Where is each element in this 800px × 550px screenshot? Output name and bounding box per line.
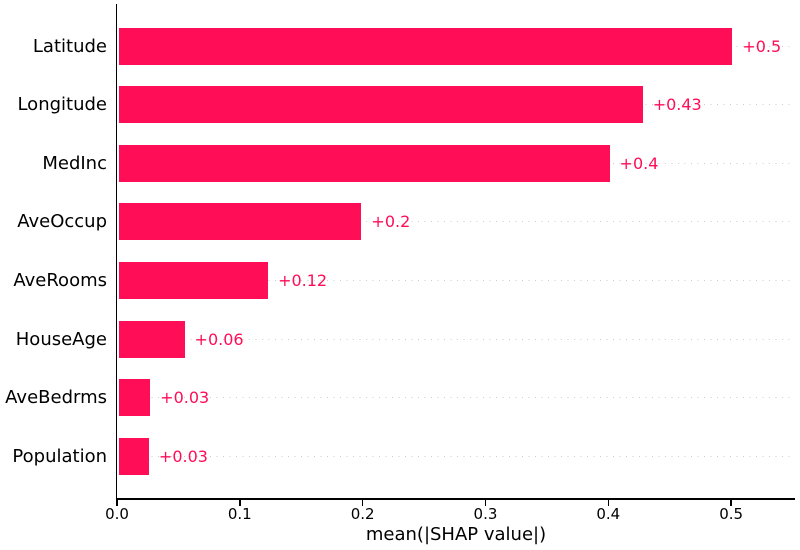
gridline <box>118 338 795 340</box>
bar-value-label: +0.43 <box>652 95 702 115</box>
bar-value-label: +0.4 <box>619 153 659 173</box>
bar <box>118 27 733 65</box>
bar-value-label: +0.03 <box>158 447 208 467</box>
gridline <box>118 221 795 223</box>
feature-label: HouseAge <box>15 328 107 350</box>
feature-label: AveOccup <box>17 211 107 233</box>
x-axis-title: mean(|SHAP value|) <box>365 524 547 545</box>
x-tick-label: 0.3 <box>473 505 498 523</box>
x-tick-mark <box>361 499 364 506</box>
gridline <box>118 456 795 458</box>
feature-label: MedInc <box>42 152 107 174</box>
x-tick-mark <box>484 499 487 506</box>
feature-label: Latitude <box>32 35 107 57</box>
bar-value-label: +0.06 <box>194 329 244 349</box>
feature-label: AveRooms <box>13 270 107 292</box>
feature-label: Longitude <box>17 94 107 116</box>
x-tick-label: 0.0 <box>105 505 129 523</box>
feature-label: Population <box>12 446 107 468</box>
bar-value-label: +0.12 <box>278 271 328 291</box>
gridline <box>118 280 795 282</box>
x-tick-label: 0.2 <box>350 505 375 523</box>
x-tick-label: 0.1 <box>227 505 252 523</box>
x-tick-mark <box>607 499 610 506</box>
bar <box>118 438 149 476</box>
y-axis-spine <box>115 4 117 500</box>
bar-value-label: +0.5 <box>742 36 782 56</box>
bar <box>118 144 610 182</box>
bar <box>118 86 643 124</box>
x-tick-label: 0.4 <box>596 505 621 523</box>
feature-label: AveBedrms <box>5 387 107 409</box>
bar <box>118 379 151 417</box>
x-tick-mark <box>116 499 118 506</box>
bar <box>118 320 185 358</box>
bar-value-label: +0.2 <box>371 212 411 232</box>
bar <box>118 262 269 300</box>
bar <box>118 203 362 241</box>
x-tick-label: 0.5 <box>719 505 744 523</box>
gridline <box>118 397 795 399</box>
x-tick-mark <box>239 499 241 506</box>
x-axis-spine <box>115 498 795 500</box>
bar-value-label: +0.03 <box>160 388 210 408</box>
x-tick-mark <box>730 499 732 506</box>
